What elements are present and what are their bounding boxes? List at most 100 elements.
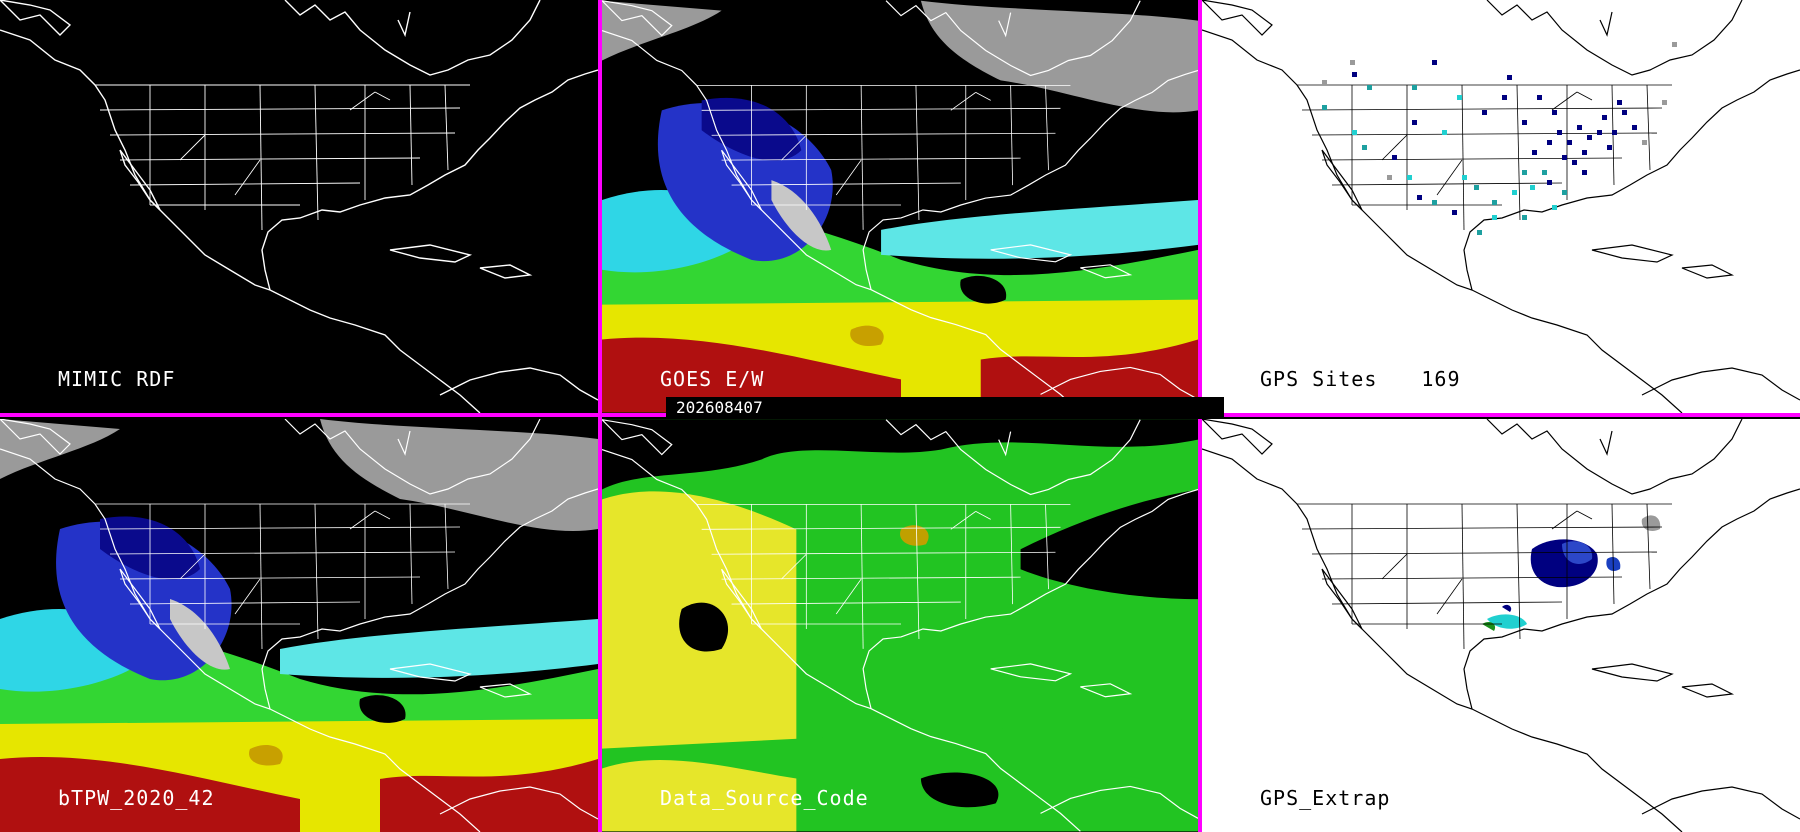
gps-site-marker (1557, 130, 1562, 135)
gps-site-marker (1367, 85, 1372, 90)
state-border (781, 553, 807, 580)
state-border (99, 526, 461, 530)
gps-site-marker (1432, 60, 1437, 65)
dsc-no-data (679, 602, 729, 652)
state-border (374, 510, 391, 520)
gps-site-marker (1392, 155, 1397, 160)
gps-site-marker (1352, 130, 1357, 135)
state-border (1311, 132, 1658, 136)
coastline (1040, 366, 1198, 400)
coastline (602, 0, 673, 37)
map-data-source-code (602, 419, 1198, 832)
tpw-olive-spot (249, 744, 283, 766)
panel-data-source-code: Data_Source_Code (602, 419, 1198, 832)
gps-site-marker (1552, 110, 1557, 115)
state-border (1010, 85, 1014, 186)
state-border (1611, 503, 1615, 605)
gps-site-marker (1582, 170, 1587, 175)
gps-site-marker (1547, 140, 1552, 145)
state-border (1551, 510, 1578, 530)
state-border (179, 134, 206, 161)
coastline (284, 0, 541, 76)
state-border (1331, 601, 1563, 605)
gps-site-marker (1552, 205, 1557, 210)
state-border (711, 132, 1056, 136)
state-border (915, 504, 920, 639)
state-border (1576, 91, 1593, 101)
gps-site-marker (1622, 110, 1627, 115)
gps-site-marker (1412, 85, 1417, 90)
dsc-no-data (602, 419, 1198, 490)
map-btpw (0, 419, 598, 832)
map-goes (602, 0, 1198, 413)
state-border (129, 601, 361, 605)
gps-site-marker (1632, 125, 1637, 130)
gps-site-marker (1432, 200, 1437, 205)
tpw-cyan-band (280, 619, 598, 678)
coastline (602, 419, 673, 456)
dsc-yellow-field (602, 759, 797, 832)
coastline (0, 0, 72, 36)
coastline (1202, 448, 1683, 832)
gps-site-marker (1537, 95, 1542, 100)
timestamp: 202608407 (666, 397, 1224, 419)
tpw-gray-clouds (920, 0, 1198, 113)
panel-btpw: bTPW_2020_42 (0, 419, 598, 832)
state-border (860, 85, 864, 230)
coastline (1080, 264, 1133, 279)
tpw-olive-spot (850, 325, 884, 347)
coastline (389, 244, 473, 263)
tpw-gray-region (771, 180, 832, 251)
gps-site-marker (1522, 170, 1527, 175)
gps-site-marker (1572, 160, 1577, 165)
state-border (409, 84, 413, 186)
state-border (259, 84, 263, 231)
panel-goes: GOES E/W (602, 0, 1198, 413)
state-border (119, 576, 421, 580)
extrap-blob (1487, 614, 1527, 629)
coastline (1599, 430, 1613, 456)
state-border (444, 503, 449, 590)
gps-site-marker (1322, 80, 1327, 85)
gps-site-marker (1562, 190, 1567, 195)
coastline (990, 663, 1073, 682)
gps-site-marker (1507, 75, 1512, 80)
coastline (990, 244, 1073, 263)
state-border (179, 553, 206, 580)
coastline (397, 11, 411, 38)
state-border (349, 510, 376, 530)
dsc-olive-spot (900, 525, 929, 546)
coastline (479, 683, 533, 698)
panel-label: GOES E/W (660, 367, 765, 391)
coastline (1202, 0, 1273, 36)
dsc-no-data (1020, 489, 1198, 600)
gps-site-marker (1642, 140, 1647, 145)
state-border (314, 84, 319, 221)
tpw-gray-region (170, 599, 230, 670)
state-border (129, 182, 361, 186)
coastline (439, 367, 598, 401)
state-border (721, 576, 1021, 580)
gps-site-marker (1350, 60, 1355, 65)
gps-site-marker (1547, 180, 1552, 185)
coastline (1463, 69, 1800, 291)
coastline (998, 431, 1012, 457)
tpw-clear-patch (960, 275, 1007, 304)
state-border (1551, 91, 1578, 111)
panel-label: GPS_Extrap (1260, 786, 1391, 810)
coastline (389, 663, 472, 682)
state-border (444, 84, 449, 171)
coastline (439, 786, 598, 820)
gps-site-marker (1562, 155, 1567, 160)
tpw-red-band (980, 339, 1198, 413)
coastline (1202, 419, 1273, 455)
gps-site-marker (1542, 170, 1547, 175)
coastline (119, 149, 161, 211)
tpw-red-band (602, 337, 901, 413)
state-border (99, 107, 461, 111)
gps-site-marker (1582, 150, 1587, 155)
tpw-clear-patch (691, 38, 748, 82)
state-border (409, 503, 413, 605)
coastline (1641, 786, 1800, 820)
state-border (1331, 182, 1563, 186)
